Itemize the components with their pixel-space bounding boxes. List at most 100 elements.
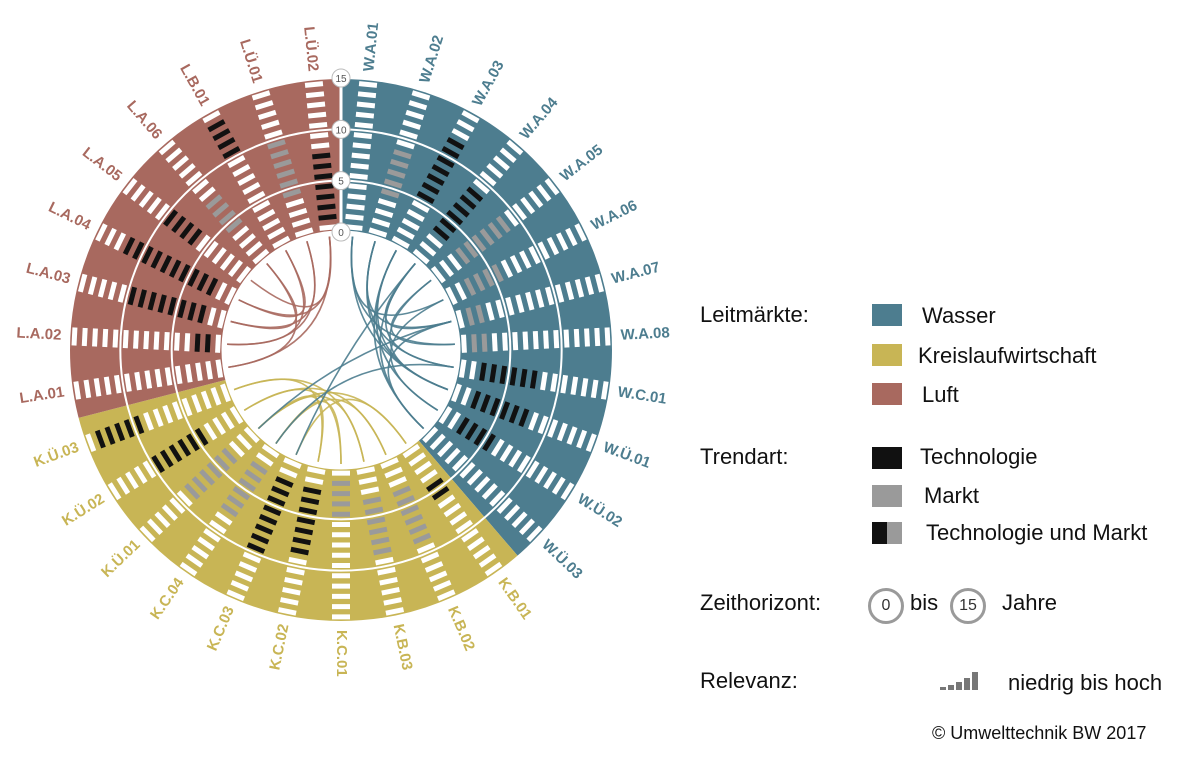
tick-w-a-01-5 xyxy=(349,173,368,180)
legend-item-markt: Markt xyxy=(924,483,979,508)
tick-l-a-04-0 xyxy=(224,286,237,305)
tick-w-ü-03-1 xyxy=(429,433,446,451)
trendart-heading: Trendart: xyxy=(700,444,789,469)
tick-k-c-04-8 xyxy=(214,511,233,526)
link-31 xyxy=(227,240,316,346)
tick-w-ü-03-13 xyxy=(518,518,535,536)
tick-k-ü-01-4 xyxy=(213,454,231,472)
tick-l-a-04-11 xyxy=(122,236,136,256)
tick-k-c-04-7 xyxy=(220,502,239,518)
tick-l-ü-02-14 xyxy=(304,81,324,88)
tick-l-b-01-11 xyxy=(217,137,236,151)
tick-l-a-05-0 xyxy=(236,265,252,284)
tick-k-b-01-10 xyxy=(461,528,479,543)
tick-w-a-04-5 xyxy=(446,209,464,226)
tick-l-a-04-14 xyxy=(95,223,108,242)
tick-w-a-06-11 xyxy=(546,236,560,256)
tick-l-a-01-14 xyxy=(73,381,82,400)
tick-l-a-04-4 xyxy=(187,268,200,287)
tick-l-a-06-4 xyxy=(225,217,243,234)
tick-k-b-01-3 xyxy=(420,469,438,484)
tick-w-a-08-8 xyxy=(543,330,549,349)
tick-l-a-01-6 xyxy=(154,368,163,388)
tick-w-ü-02-4 xyxy=(473,427,488,446)
tick-k-ü-01-13 xyxy=(147,518,164,536)
zeithorizont-start-icon: 0 xyxy=(868,588,904,624)
tick-w-c-01-5 xyxy=(509,367,518,386)
tick-l-ü-01-12 xyxy=(257,109,277,121)
tick-l-a-03-13 xyxy=(87,276,98,296)
tick-k-ü-02-1 xyxy=(220,411,235,430)
tick-k-b-01-6 xyxy=(437,494,456,509)
tick-w-a-08-1 xyxy=(471,334,478,353)
tick-w-a-08-14 xyxy=(604,327,611,346)
tick-w-a-02-5 xyxy=(383,178,403,189)
tick-l-a-02-13 xyxy=(81,327,88,347)
tick-w-ü-01-6 xyxy=(508,404,520,424)
tick-l-b-01-12 xyxy=(212,128,231,142)
tick-w-a-08-10 xyxy=(563,329,570,348)
trend-label-w-a-03: W.A.03 xyxy=(469,58,508,109)
tick-l-a-02-6 xyxy=(153,331,160,350)
tick-l-b-01-3 xyxy=(257,208,276,222)
tick-l-ü-01-5 xyxy=(279,178,299,189)
tick-l-a-02-5 xyxy=(163,332,170,351)
tick-w-a-07-1 xyxy=(465,307,475,326)
tick-w-a-06-8 xyxy=(519,250,532,269)
tick-l-a-02-1 xyxy=(204,334,211,353)
tick-l-ü-02-5 xyxy=(314,173,333,180)
tick-l-b-01-7 xyxy=(237,172,256,187)
tick-w-a-06-14 xyxy=(574,223,587,242)
tick-l-a-03-2 xyxy=(197,304,207,324)
trend-label-w-ü-01: W.Ü.01 xyxy=(601,439,653,472)
tick-k-ü-01-14 xyxy=(139,525,156,543)
tick-k-b-02-12 xyxy=(428,570,448,583)
tick-k-b-01-0 xyxy=(402,443,421,459)
trend-label-k-b-02: K.B.02 xyxy=(444,604,478,654)
tick-k-ü-02-8 xyxy=(159,449,174,468)
tick-k-ü-01-10 xyxy=(169,497,186,514)
tick-w-a-06-10 xyxy=(537,241,550,260)
tick-k-b-02-10 xyxy=(420,551,440,564)
tick-l-ü-01-0 xyxy=(294,227,314,238)
tick-l-a-05-5 xyxy=(195,234,211,252)
tick-w-ü-01-0 xyxy=(450,383,462,403)
tick-w-a-02-8 xyxy=(393,149,412,160)
tick-k-ü-02-9 xyxy=(151,455,165,473)
tick-l-ü-01-6 xyxy=(276,168,296,179)
tick-w-a-01-9 xyxy=(353,132,373,139)
tick-l-a-06-14 xyxy=(158,139,176,156)
tick-k-ü-01-0 xyxy=(243,426,260,444)
tick-k-c-03-6 xyxy=(258,513,278,526)
trend-label-l-a-03: L.A.03 xyxy=(24,260,72,288)
tick-w-a-01-4 xyxy=(348,183,367,191)
tick-w-c-01-11 xyxy=(570,376,579,396)
tick-w-a-01-8 xyxy=(352,142,371,150)
tick-l-ü-02-13 xyxy=(305,91,325,99)
tick-k-c-04-6 xyxy=(226,494,245,509)
tick-l-a-04-7 xyxy=(159,254,173,274)
tick-l-ü-02-1 xyxy=(318,213,337,221)
relevanz-text: niedrig bis hoch xyxy=(1008,670,1163,695)
tick-l-a-02-7 xyxy=(143,331,150,350)
tick-k-c-04-0 xyxy=(261,443,280,459)
tick-w-ü-03-10 xyxy=(496,497,513,514)
tick-k-b-01-11 xyxy=(467,536,485,551)
trend-label-k-ü-02: K.Ü.02 xyxy=(59,490,108,529)
tick-w-a-06-9 xyxy=(528,245,541,265)
legend-item-wasser: Wasser xyxy=(922,303,996,328)
kreislaufwirtschaft-swatch xyxy=(872,344,902,366)
tick-w-a-08-9 xyxy=(553,329,560,349)
trend-label-w-a-04: W.A.04 xyxy=(517,94,562,143)
tick-l-a-01-11 xyxy=(103,376,112,396)
tick-k-c-04-12 xyxy=(191,544,210,560)
tick-w-ü-03-4 xyxy=(451,454,469,472)
tick-l-a-06-3 xyxy=(232,225,250,241)
tick-l-a-01-13 xyxy=(83,379,92,399)
tick-l-a-04-8 xyxy=(150,250,163,269)
tick-k-b-02-4 xyxy=(396,495,416,507)
tick-l-a-02-9 xyxy=(122,329,129,349)
tick-w-a-02-6 xyxy=(386,168,406,179)
ring-badge-15 xyxy=(331,68,351,88)
tick-w-a-07-0 xyxy=(455,309,465,329)
